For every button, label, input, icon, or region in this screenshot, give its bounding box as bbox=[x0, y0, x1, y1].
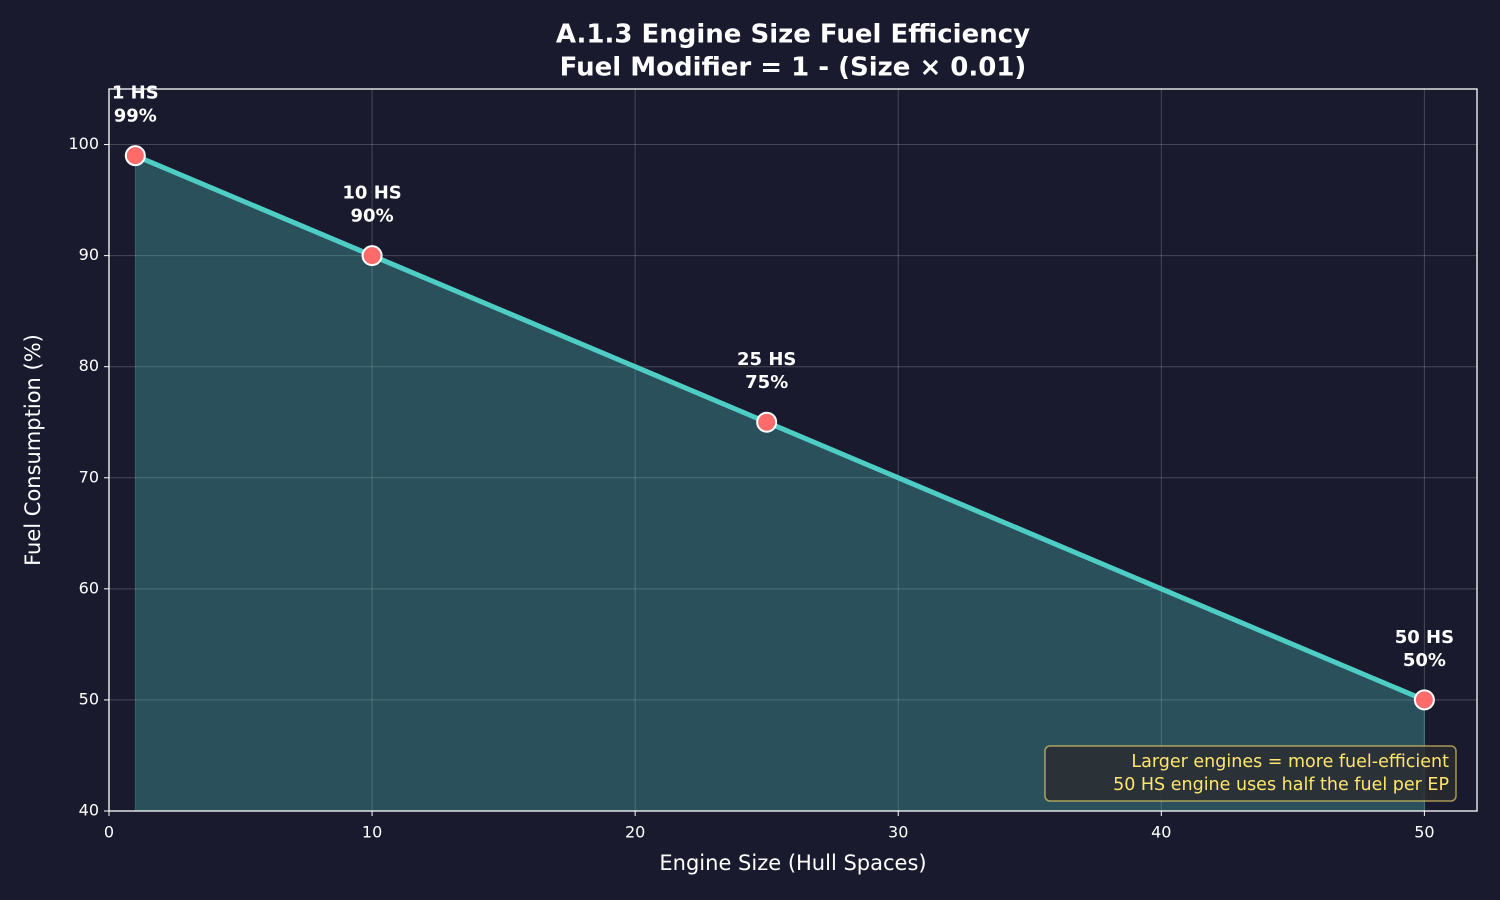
y-tick-label: 90 bbox=[79, 245, 99, 264]
data-label: 99% bbox=[114, 106, 157, 127]
data-label: 75% bbox=[745, 372, 788, 393]
chart-title: A.1.3 Engine Size Fuel Efficiency bbox=[556, 20, 1030, 50]
annotation-text: Larger engines = more fuel-efficient bbox=[1131, 752, 1449, 772]
point bbox=[361, 245, 383, 267]
line bbox=[134, 153, 1426, 703]
point bbox=[124, 145, 146, 167]
point-size-label: 10 HS bbox=[342, 183, 401, 204]
x-axis-label: Engine Size (Hull Spaces) bbox=[659, 851, 926, 875]
plot-frame bbox=[108, 88, 1478, 812]
x-tick-label: 10 bbox=[362, 823, 382, 842]
y-tick-label: 60 bbox=[79, 578, 99, 597]
point-size-label: 50 HS bbox=[1395, 627, 1454, 648]
y-tick-label: 80 bbox=[79, 356, 99, 375]
point-size-label: 25 HS bbox=[737, 349, 796, 370]
y-tick-label: 50 bbox=[79, 689, 99, 708]
x-tick-label: 20 bbox=[625, 823, 645, 842]
point bbox=[1413, 689, 1435, 711]
y-tick-label: 100 bbox=[68, 134, 99, 153]
x-tick-label: 50 bbox=[1414, 823, 1434, 842]
y-tick-label: 40 bbox=[79, 801, 99, 820]
point bbox=[756, 411, 778, 433]
annotation-text: 50 HS engine uses half the fuel per EP bbox=[1113, 775, 1449, 795]
point-size-label: 1 HS bbox=[112, 83, 159, 104]
x-tick-label: 0 bbox=[104, 823, 114, 842]
data-label: 50% bbox=[1403, 650, 1446, 671]
y-tick-label: 70 bbox=[79, 467, 99, 486]
chart-subtitle: Fuel Modifier = 1 - (Size × 0.01) bbox=[560, 53, 1027, 83]
annotation-box bbox=[1044, 745, 1457, 802]
x-tick-label: 30 bbox=[888, 823, 908, 842]
x-tick-label: 40 bbox=[1151, 823, 1171, 842]
y-axis-label: Fuel Consumption (%) bbox=[21, 334, 45, 566]
data-label: 90% bbox=[351, 206, 394, 227]
